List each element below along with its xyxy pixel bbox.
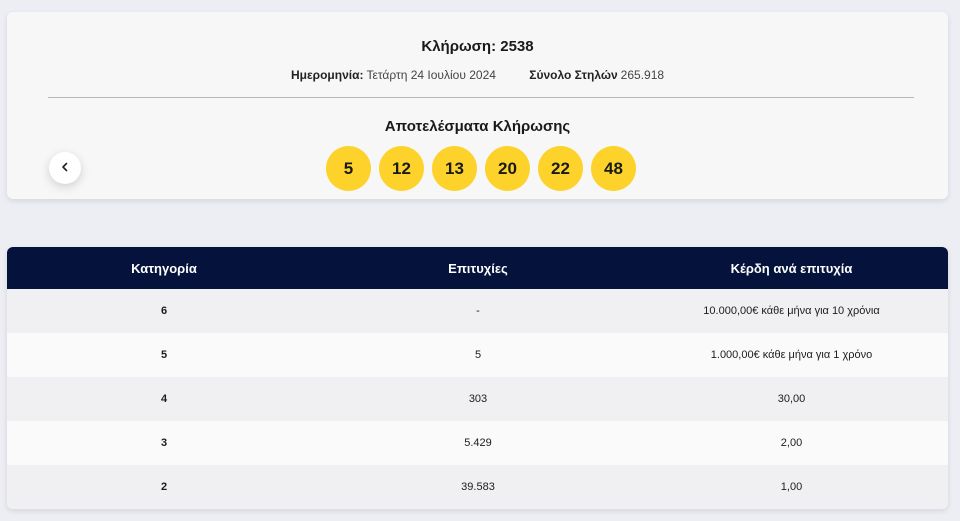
winners-cell: 39.583 (461, 481, 495, 493)
category-cell: 3 (160, 437, 168, 449)
draw-columns: Σύνολο Στηλών 265.918 (529, 68, 664, 82)
draw-title: Κλήρωση: 2538 (421, 38, 534, 55)
prize-cell: 2,00 (780, 437, 803, 449)
previous-draw-button[interactable] (49, 152, 81, 184)
chevron-left-icon (60, 159, 70, 177)
winners-cell: 5.429 (464, 437, 492, 449)
date-label: Ημερομηνία: (290, 68, 364, 82)
header-category: Κατηγορία (131, 260, 197, 276)
winners-cell: 303 (468, 393, 488, 405)
prize-cell: 30,00 (777, 393, 806, 405)
winning-numbers: 5 12 13 20 22 48 (326, 146, 636, 191)
winners-cell: 5 (474, 349, 482, 361)
prize-cell: 1,00 (780, 481, 803, 493)
category-cell: 4 (160, 393, 168, 405)
header-winners: Επιτυχίες (448, 260, 508, 276)
draw-meta: Ημερομηνία: Τετάρτη 24 Ιουλίου 2024 Σύνολ… (7, 68, 948, 82)
table-header: Κατηγορία Επιτυχίες Κέρδη ανά επιτυχία (7, 247, 948, 289)
table-row: 6 - 10.000,00€ κάθε μήνα για 10 χρόνια (7, 289, 948, 333)
winners-cell: - (476, 305, 480, 317)
columns-label: Σύνολο Στηλών (529, 68, 618, 82)
prize-cell: 1.000,00€ κάθε μήνα για 1 χρόνο (710, 349, 873, 361)
draw-info-card: Κλήρωση: 2538 Ημερομηνία: Τετάρτη 24 Ιουλ… (7, 12, 948, 199)
draw-date: Ημερομηνία: Τετάρτη 24 Ιουλίου 2024 (291, 68, 496, 82)
divider (48, 97, 914, 98)
number-ball: 13 (432, 146, 477, 191)
prize-cell: 10.000,00€ κάθε μήνα για 10 χρόνια (703, 305, 880, 317)
prize-table: Κατηγορία Επιτυχίες Κέρδη ανά επιτυχία 6… (7, 247, 948, 509)
table-row: 4 303 30,00 (7, 377, 948, 421)
number-ball: 20 (485, 146, 530, 191)
category-cell: 2 (160, 481, 168, 493)
table-row: 5 5 1.000,00€ κάθε μήνα για 1 χρόνο (7, 333, 948, 377)
number-ball: 12 (379, 146, 424, 191)
category-cell: 5 (160, 349, 168, 361)
date-value: Τετάρτη 24 Ιουλίου 2024 (366, 68, 496, 82)
table-row: 2 39.583 1,00 (7, 465, 948, 509)
number-ball: 48 (591, 146, 636, 191)
category-cell: 6 (160, 305, 168, 317)
number-ball: 22 (538, 146, 583, 191)
columns-value: 265.918 (620, 68, 665, 82)
results-title: Αποτελέσματα Κλήρωσης (384, 118, 571, 135)
table-row: 3 5.429 2,00 (7, 421, 948, 465)
header-prize: Κέρδη ανά επιτυχία (730, 260, 853, 276)
number-ball: 5 (326, 146, 371, 191)
